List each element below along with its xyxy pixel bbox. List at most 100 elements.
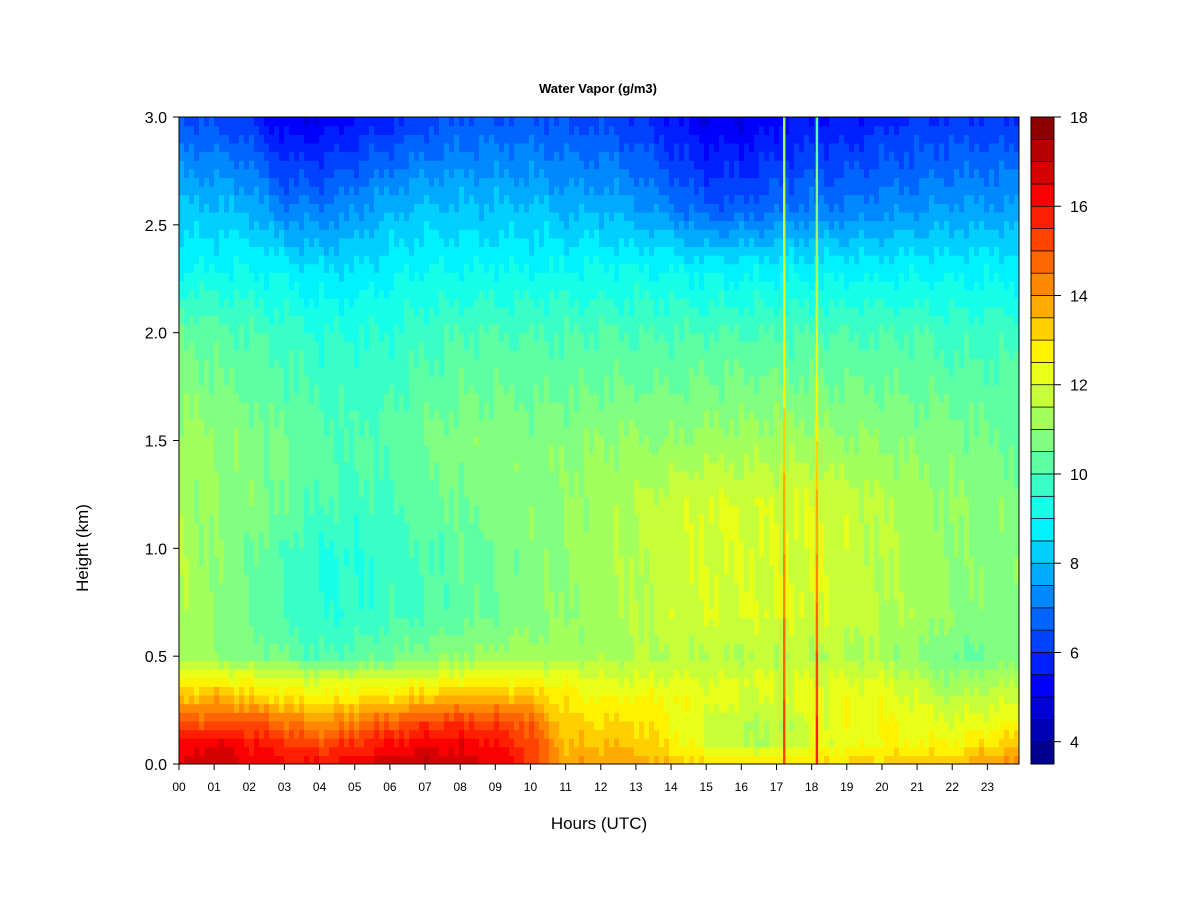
heatmap-cell xyxy=(359,436,365,446)
heatmap-cell xyxy=(504,246,510,256)
heatmap-cell xyxy=(369,315,375,325)
heatmap-cell xyxy=(479,151,485,161)
heatmap-cell xyxy=(214,712,220,722)
heatmap-cell xyxy=(264,479,270,489)
heatmap-cell xyxy=(459,479,465,489)
heatmap-cell xyxy=(274,686,280,696)
heatmap-cell xyxy=(384,272,390,282)
heatmap-cell xyxy=(319,651,325,662)
heatmap-cell xyxy=(279,600,285,610)
heatmap-cell xyxy=(504,177,510,187)
heatmap-cell xyxy=(449,142,455,153)
heatmap-cell xyxy=(419,315,425,325)
heatmap-cell xyxy=(464,186,470,196)
heatmap-cell xyxy=(309,151,315,161)
heatmap-cell xyxy=(384,496,390,506)
heatmap-cell xyxy=(459,384,465,394)
heatmap-cell xyxy=(274,151,280,161)
heatmap-cell xyxy=(339,617,345,627)
heatmap-cell xyxy=(459,306,465,317)
heatmap-cell xyxy=(359,160,365,170)
heatmap-cell xyxy=(184,746,190,756)
heatmap-cell xyxy=(304,720,310,731)
heatmap-cell xyxy=(344,591,350,601)
heatmap-cell xyxy=(289,556,295,567)
heatmap-cell xyxy=(394,349,400,360)
heatmap-cell xyxy=(394,677,400,687)
heatmap-cell xyxy=(389,410,395,420)
heatmap-cell xyxy=(254,289,260,299)
heatmap-cell xyxy=(424,263,430,273)
heatmap-cell xyxy=(409,401,415,411)
heatmap-cell xyxy=(449,694,455,705)
heatmap-cell xyxy=(419,220,425,230)
heatmap-cell xyxy=(349,755,355,764)
heatmap-cell xyxy=(419,651,425,662)
heatmap-cell xyxy=(259,729,265,739)
heatmap-cell xyxy=(294,694,300,705)
heatmap-cell xyxy=(434,738,440,748)
heatmap-cell xyxy=(504,574,510,584)
heatmap-cell xyxy=(249,134,255,144)
heatmap-cell xyxy=(369,651,375,662)
heatmap-cell xyxy=(184,617,190,627)
heatmap-cell xyxy=(249,436,255,446)
heatmap-cell xyxy=(364,298,370,308)
heatmap-cell xyxy=(179,703,185,713)
heatmap-cell xyxy=(269,427,275,437)
heatmap-cell xyxy=(409,669,415,679)
heatmap-cell xyxy=(374,479,380,489)
heatmap-cell xyxy=(424,462,430,472)
heatmap-cell xyxy=(209,246,215,256)
heatmap-cell xyxy=(374,470,380,480)
heatmap-cell xyxy=(294,410,300,420)
heatmap-cell xyxy=(294,306,300,317)
heatmap-cell xyxy=(189,375,195,386)
heatmap-cell xyxy=(369,358,375,368)
heatmap-cell xyxy=(469,643,475,653)
heatmap-cell xyxy=(259,548,265,558)
heatmap-cell xyxy=(309,263,315,273)
heatmap-cell xyxy=(304,531,310,541)
heatmap-cell xyxy=(334,746,340,756)
heatmap-cell xyxy=(414,160,420,170)
heatmap-cell xyxy=(359,125,365,135)
heatmap-cell xyxy=(504,531,510,541)
heatmap-cell xyxy=(394,531,400,541)
heatmap-cell xyxy=(399,444,405,455)
heatmap-cell xyxy=(419,496,425,506)
heatmap-cell xyxy=(369,574,375,584)
heatmap-cell xyxy=(184,651,190,662)
heatmap-cell xyxy=(259,738,265,748)
heatmap-cell xyxy=(284,332,290,342)
heatmap-cell xyxy=(219,332,225,342)
heatmap-cell xyxy=(179,332,185,342)
heatmap-cell xyxy=(244,565,250,575)
heatmap-cell xyxy=(379,142,385,153)
heatmap-cell xyxy=(489,427,495,437)
heatmap-cell xyxy=(399,608,405,618)
heatmap-cell xyxy=(294,255,300,265)
heatmap-cell xyxy=(184,479,190,489)
heatmap-cell xyxy=(489,401,495,411)
heatmap-cell xyxy=(179,211,185,222)
heatmap-cell xyxy=(234,712,240,722)
heatmap-cell xyxy=(454,738,460,748)
heatmap-cell xyxy=(289,315,295,325)
heatmap-cell xyxy=(449,177,455,187)
heatmap-cell xyxy=(354,755,360,764)
heatmap-cell xyxy=(479,677,485,687)
heatmap-cell xyxy=(304,384,310,394)
heatmap-cell xyxy=(489,306,495,317)
heatmap-cell xyxy=(399,556,405,567)
heatmap-cell xyxy=(394,703,400,713)
heatmap-cell xyxy=(179,349,185,360)
heatmap-cell xyxy=(304,591,310,601)
heatmap-cell xyxy=(299,617,305,627)
heatmap-cell xyxy=(189,125,195,135)
heatmap-cell xyxy=(319,487,325,498)
heatmap-cell xyxy=(474,677,480,687)
heatmap-cell xyxy=(484,280,490,291)
heatmap-cell xyxy=(234,255,240,265)
heatmap-cell xyxy=(339,755,345,764)
